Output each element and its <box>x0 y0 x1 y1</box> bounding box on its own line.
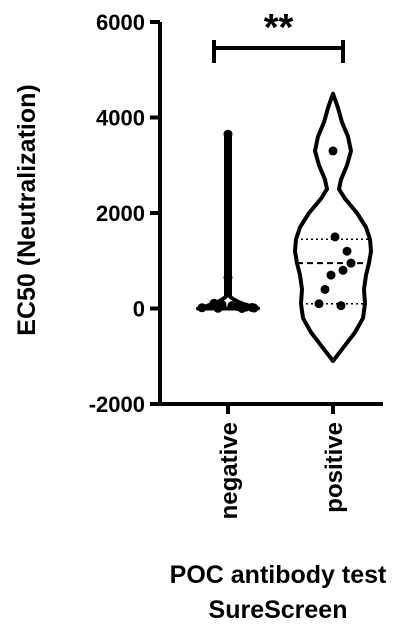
x-tick-label-negative: negative <box>216 422 243 519</box>
violin-negative-outline <box>196 132 260 311</box>
point-positive <box>328 146 338 156</box>
point-negative <box>237 304 247 313</box>
violin-positive <box>293 91 373 364</box>
x-axis-title-line1: POC antibody test <box>170 561 387 589</box>
significance-bracket: ** <box>212 7 345 63</box>
significance-label: ** <box>264 7 294 49</box>
y-tick-label: 4000 <box>96 106 145 131</box>
point-positive <box>314 299 324 309</box>
violin-negative <box>196 129 260 313</box>
y-tick-label: -2000 <box>89 392 145 417</box>
point-negative <box>223 129 233 139</box>
y-axis-group: -2000 0 2000 4000 6000 <box>89 10 162 417</box>
y-axis-label: EC50 (Neutralization) <box>13 84 41 335</box>
point-positive <box>342 246 352 256</box>
point-negative <box>249 303 259 313</box>
x-tick-label-positive: positive <box>321 422 348 513</box>
x-axis-group: negative positive <box>158 402 383 519</box>
y-tick-label: 6000 <box>96 10 145 35</box>
y-tick-label: 0 <box>133 297 145 322</box>
y-tick-label: 2000 <box>96 201 145 226</box>
point-negative <box>223 272 233 282</box>
violin-positive-outline <box>293 91 373 364</box>
point-positive <box>338 265 348 275</box>
point-positive <box>336 301 346 311</box>
point-positive <box>346 258 356 268</box>
plot-area <box>196 91 373 364</box>
x-axis-title-line2: SureScreen <box>209 596 348 624</box>
point-negative <box>197 303 207 313</box>
point-positive <box>326 270 336 280</box>
point-positive <box>330 232 340 242</box>
point-negative <box>213 303 223 313</box>
point-positive <box>320 284 330 294</box>
